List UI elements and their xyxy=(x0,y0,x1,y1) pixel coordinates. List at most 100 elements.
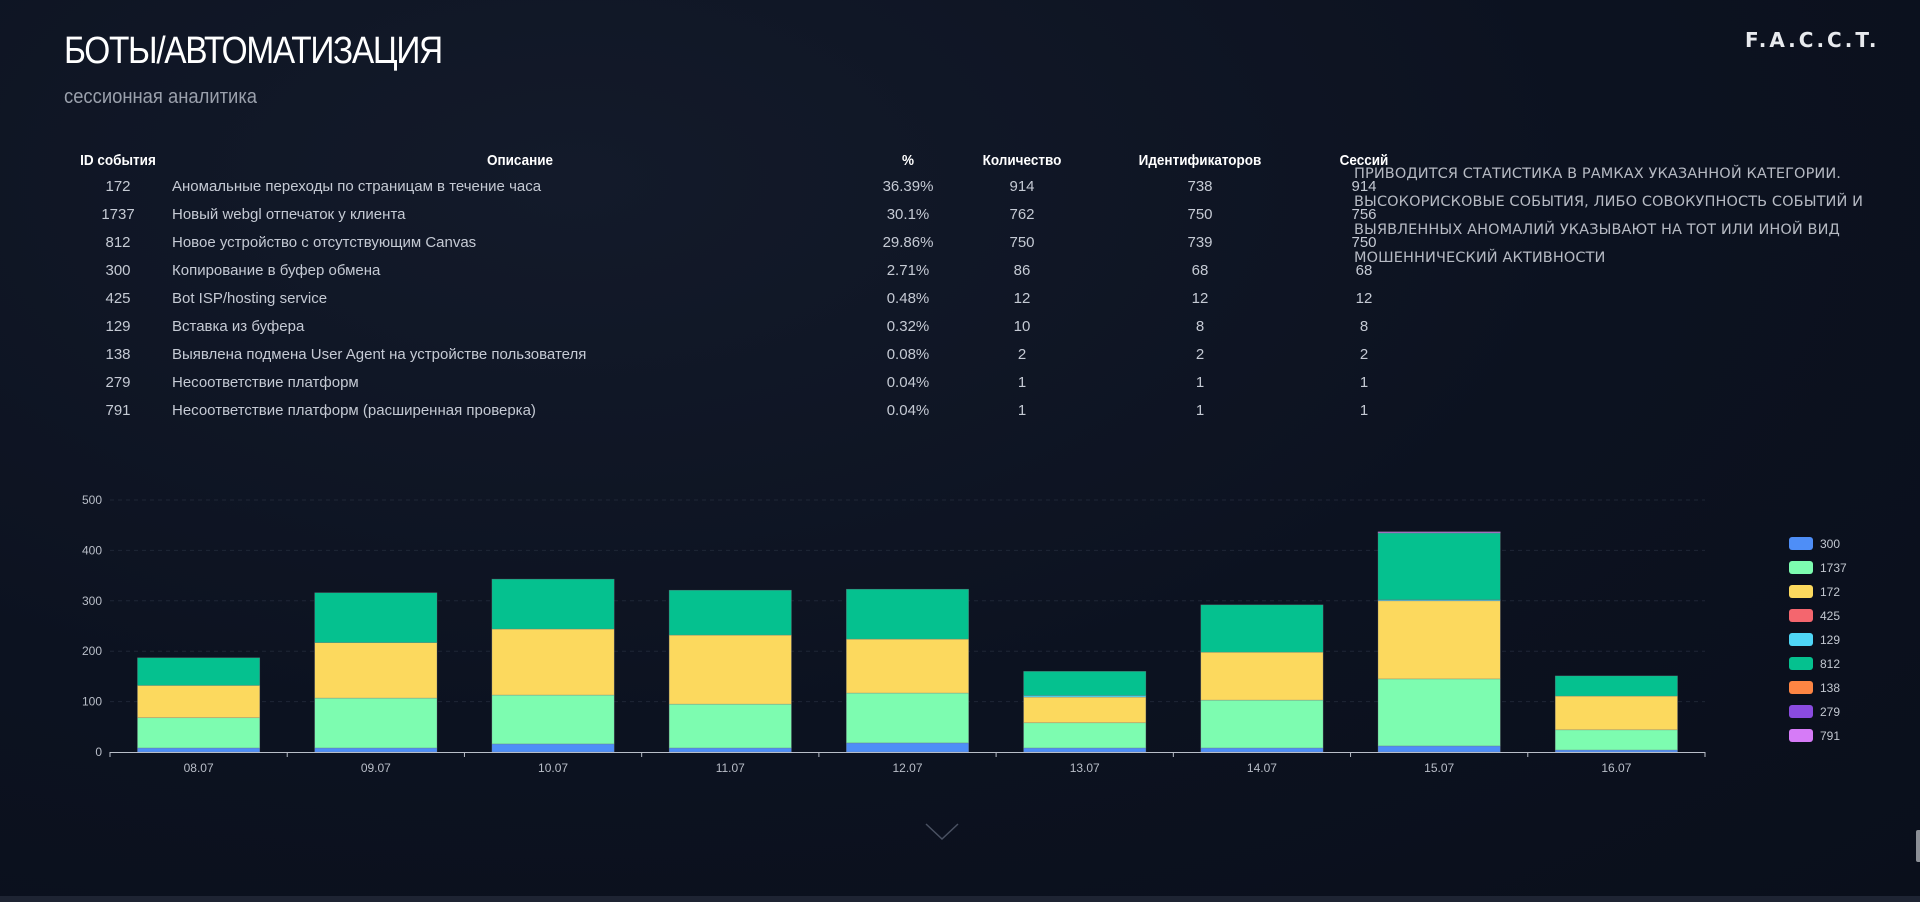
legend-item-791[interactable]: 791 xyxy=(1789,729,1840,743)
cell-count: 1 xyxy=(1017,373,1027,391)
y-tick-label: 200 xyxy=(82,644,102,658)
bar-segment-1737-14.07 xyxy=(1200,699,1324,749)
cell-sessions: 1 xyxy=(1359,373,1369,391)
cell-event-id: 1737 xyxy=(101,205,135,223)
category-description: ПРИВОДИТСЯ СТАТИСТИКА В РАМКАХ УКАЗАННОЙ… xyxy=(1354,166,1864,266)
legend-item-138[interactable]: 138 xyxy=(1789,681,1840,695)
cell-description: Новое устройство с отсутствующим Canvas xyxy=(172,233,477,251)
bar-segment-172-12.07 xyxy=(846,638,969,694)
x-tick-label: 12.07 xyxy=(892,761,922,775)
scrollbar-handle[interactable] xyxy=(1916,830,1920,862)
legend-item-1737[interactable]: 1737 xyxy=(1789,561,1847,575)
cell-percent: 30.1% xyxy=(886,205,930,223)
column-header-identifiers[interactable]: Идентификаторов xyxy=(1138,151,1262,169)
legend-item-129[interactable]: 129 xyxy=(1789,633,1840,647)
bar-segment-1737-16.07 xyxy=(1554,729,1678,751)
x-tick-label: 13.07 xyxy=(1070,761,1100,775)
bar-segment-300-09.07 xyxy=(314,747,438,753)
cell-count: 762 xyxy=(1009,205,1035,223)
bar-segment-300-12.07 xyxy=(846,742,969,753)
cell-description: Выявлена подмена User Agent на устройств… xyxy=(172,345,587,363)
legend-swatch xyxy=(1789,729,1813,742)
legend-label: 129 xyxy=(1820,633,1840,647)
legend-item-425[interactable]: 425 xyxy=(1789,609,1840,623)
cell-identifiers: 738 xyxy=(1187,177,1213,195)
cell-event-id: 129 xyxy=(105,317,131,335)
x-tick-label: 11.07 xyxy=(716,761,745,775)
bar-segment-812-12.07 xyxy=(846,588,969,640)
legend-item-812[interactable]: 812 xyxy=(1789,657,1840,671)
column-header-sessions[interactable]: Сессий xyxy=(1339,151,1389,169)
y-axis: 0 100 200 300 400 500 xyxy=(82,493,102,759)
legend-swatch xyxy=(1789,705,1813,718)
legend-item-300[interactable]: 300 xyxy=(1789,537,1840,551)
cell-event-id: 791 xyxy=(105,401,131,419)
table-row[interactable]: 138 Выявлена подмена User Agent на устрой… xyxy=(64,340,1424,368)
bottom-border xyxy=(0,896,1920,902)
table-row[interactable]: 812 Новое устройство с отсутствующим Canv… xyxy=(64,228,1424,256)
y-tick-label: 400 xyxy=(82,543,102,557)
cell-identifiers: 750 xyxy=(1187,205,1213,223)
cell-identifiers: 1 xyxy=(1195,401,1205,419)
x-axis: 08.07 09.07 10.07 11.07 12.07 13.07 14.07 15.07… xyxy=(109,752,1706,775)
legend-item-172[interactable]: 172 xyxy=(1789,585,1840,599)
events-table: ID события Описание % Количество Идентиф… xyxy=(64,148,1424,424)
cell-count: 750 xyxy=(1009,233,1035,251)
bar-segment-791-15.07 xyxy=(1377,531,1501,533)
bar-segment-812-15.07 xyxy=(1377,532,1501,601)
bar-segment-172-15.07 xyxy=(1377,600,1501,680)
cell-sessions: 1 xyxy=(1359,401,1369,419)
cell-identifiers: 12 xyxy=(1191,289,1209,307)
column-header-description[interactable]: Описание xyxy=(486,151,554,169)
cell-count: 10 xyxy=(1013,317,1031,335)
cell-count: 2 xyxy=(1017,345,1027,363)
table-row[interactable]: 172 Аномальные переходы по страницам в те… xyxy=(64,172,1424,200)
column-header-percent[interactable]: % xyxy=(901,151,915,169)
legend-label: 172 xyxy=(1820,585,1840,599)
cell-description: Аномальные переходы по страницам в течен… xyxy=(172,177,542,195)
bar-segment-300-16.07 xyxy=(1554,749,1678,753)
cell-sessions: 12 xyxy=(1355,289,1373,307)
legend-label: 1737 xyxy=(1820,561,1847,575)
bar-segment-812-10.07 xyxy=(491,578,615,630)
cell-event-id: 138 xyxy=(105,345,131,363)
table-row[interactable]: 279 Несоответствие платформ 0.04% 1 1 1 xyxy=(64,368,1424,396)
legend-label: 300 xyxy=(1820,537,1840,551)
bar-segment-812-08.07 xyxy=(137,657,261,686)
cell-identifiers: 68 xyxy=(1191,261,1209,279)
cell-sessions: 8 xyxy=(1359,317,1369,335)
scroll-down-chevron-icon[interactable] xyxy=(924,822,960,842)
bar-segment-300-13.07 xyxy=(1023,747,1147,753)
cell-percent: 2.71% xyxy=(886,261,930,279)
y-tick-label: 500 xyxy=(82,493,102,507)
cell-count: 12 xyxy=(1013,289,1031,307)
bar-segment-172-14.07 xyxy=(1200,651,1324,701)
cell-percent: 0.32% xyxy=(886,317,930,335)
table-row[interactable]: 791 Несоответствие платформ (расширенная … xyxy=(64,396,1424,424)
table-row[interactable]: 1737 Новый webgl отпечаток у клиента 30.1%… xyxy=(64,200,1424,228)
table-row[interactable]: 300 Копирование в буфер обмена 2.71% 86 68 68 xyxy=(64,256,1424,284)
legend-swatch xyxy=(1789,537,1813,550)
column-header-count[interactable]: Количество xyxy=(982,151,1062,169)
column-header-id[interactable]: ID события xyxy=(80,151,156,169)
cell-event-id: 812 xyxy=(105,233,131,251)
cell-identifiers: 2 xyxy=(1195,345,1205,363)
cell-count: 914 xyxy=(1009,177,1035,195)
bar-segment-1737-12.07 xyxy=(846,692,969,744)
cell-event-id: 172 xyxy=(105,177,131,195)
bar-segment-172-16.07 xyxy=(1554,695,1678,731)
x-tick-label: 15.07 xyxy=(1424,761,1454,775)
legend-item-279[interactable]: 279 xyxy=(1789,705,1840,719)
bar-segment-812-13.07 xyxy=(1023,671,1147,696)
table-row[interactable]: 129 Вставка из буфера 0.32% 10 8 8 xyxy=(64,312,1424,340)
legend-swatch xyxy=(1789,561,1813,574)
legend-swatch xyxy=(1789,609,1813,622)
x-tick-label: 08.07 xyxy=(184,761,214,775)
bar-segment-1737-08.07 xyxy=(137,717,261,749)
cell-event-id: 279 xyxy=(105,373,131,391)
table-row[interactable]: 425 Bot ISP/hosting service 0.48% 12 12 12 xyxy=(64,284,1424,312)
y-tick-label: 300 xyxy=(82,594,102,608)
cell-sessions: 750 xyxy=(1351,233,1377,251)
cell-description: Несоответствие платформ xyxy=(172,373,359,391)
page-title: БОТЫ/АВТОМАТИЗАЦИЯ xyxy=(64,30,443,72)
